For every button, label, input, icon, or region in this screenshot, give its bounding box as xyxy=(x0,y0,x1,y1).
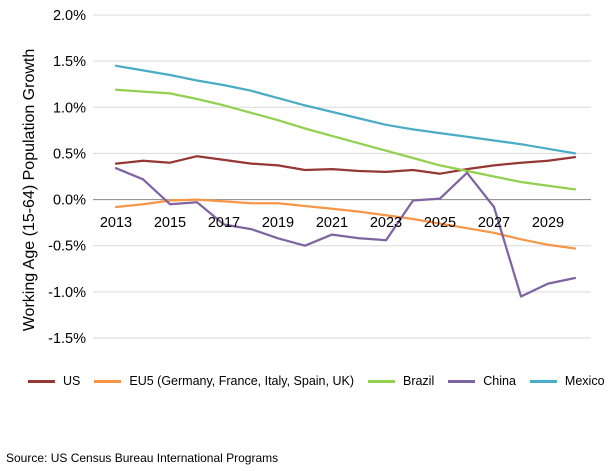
legend-label: EU5 (Germany, France, Italy, Spain, UK) xyxy=(129,374,354,388)
y-tick-label: 2.0% xyxy=(53,8,86,24)
gridlines xyxy=(93,14,591,339)
y-tick-label: -0.5% xyxy=(48,239,86,255)
y-axis-label: Working Age (15-64) Population Growth xyxy=(21,49,38,332)
x-tick-label: 2027 xyxy=(478,215,510,231)
x-tick-label: 2021 xyxy=(316,215,348,231)
legend-swatch xyxy=(529,379,557,383)
series-lines xyxy=(114,64,577,298)
x-tick-label: 2015 xyxy=(154,215,186,231)
legend-item: China xyxy=(448,374,516,388)
y-tick-labels: 2.0% 1.5% 1.0% 0.5% 0.0% -0.5% -1.0% -1.5% xyxy=(48,8,86,347)
legend-item: Mexico xyxy=(529,374,605,388)
y-tick-label: -1.5% xyxy=(48,331,86,347)
x-tick-label: 2023 xyxy=(370,215,402,231)
series-line-5 xyxy=(114,64,577,155)
y-tick-label: 1.5% xyxy=(53,54,86,70)
series-line-2 xyxy=(114,198,577,250)
x-tick-label: 2029 xyxy=(532,215,564,231)
legend: US EU5 (Germany, France, Italy, Spain, UK… xyxy=(28,374,611,388)
legend-item: EU5 (Germany, France, Italy, Spain, UK) xyxy=(94,374,354,388)
series-line-3 xyxy=(114,88,577,191)
y-tick-label: 0.5% xyxy=(53,146,86,162)
legend-swatch xyxy=(28,379,55,383)
source-note: Source: US Census Bureau International P… xyxy=(6,451,279,465)
x-tick-label: 2013 xyxy=(100,215,132,231)
x-tick-label: 2017 xyxy=(208,215,240,231)
y-tick-label: 1.0% xyxy=(53,100,86,116)
x-tick-label: 2025 xyxy=(424,215,456,231)
x-tick-label: 2019 xyxy=(262,215,294,231)
legend-label: US xyxy=(63,374,81,388)
legend-label: Mexico xyxy=(564,374,605,388)
y-tick-label: 0.0% xyxy=(53,193,86,209)
legend-swatch xyxy=(367,379,395,383)
series-line-1 xyxy=(114,155,577,175)
legend-item: US xyxy=(28,374,80,388)
legend-label: China xyxy=(483,374,516,388)
legend-item: Brazil xyxy=(367,374,435,388)
y-tick-label: -1.0% xyxy=(48,285,86,301)
legend-swatch xyxy=(448,379,476,383)
legend-swatch xyxy=(94,379,122,383)
x-tick-labels: 2013 2015 2017 2019 2021 2023 2025 2027 2029 xyxy=(100,215,564,231)
series-line-4 xyxy=(114,167,577,298)
legend-label: Brazil xyxy=(402,374,435,388)
